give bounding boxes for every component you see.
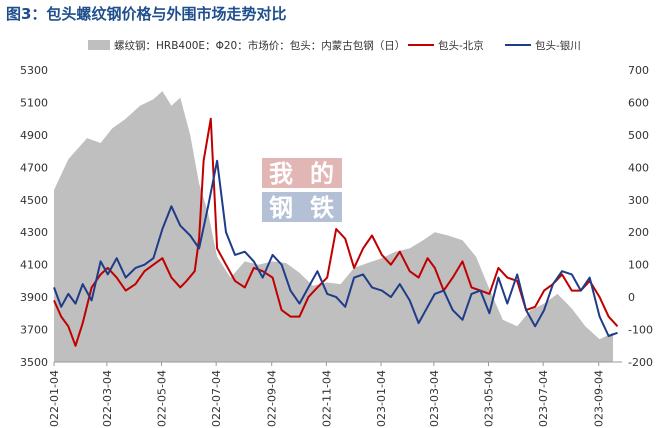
x-tick-label: 2022-07-04 (210, 370, 223, 428)
legend-label-area: 螺纹钢：HRB400E：Φ20：市场价：包头：内蒙古包钢（日） (114, 39, 405, 52)
y-left-tick-label: 5300 (20, 64, 48, 77)
watermark-char-1: 我 (269, 159, 293, 188)
y-right-tick-label: 500 (628, 129, 649, 142)
watermark-char-3: 钢 (269, 193, 293, 222)
x-tick-label: 2022-05-04 (156, 370, 169, 428)
x-tick-label: 2023-07-04 (537, 370, 550, 428)
y-left-tick-label: 5100 (20, 96, 48, 109)
series-area-baotou-price (54, 91, 613, 362)
y-right-tick-label: 200 (628, 226, 649, 239)
x-tick-label: 2022-01-04 (48, 370, 61, 428)
y-right-tick-label: -200 (628, 356, 653, 369)
y-left-tick-label: 3500 (20, 356, 48, 369)
y-right-tick-label: -100 (628, 324, 653, 337)
y-right-tick-label: 300 (628, 194, 649, 207)
y-right-tick-label: 100 (628, 259, 649, 272)
watermark-bottom-box (262, 192, 342, 222)
y-right-tick-label: 0 (628, 291, 635, 304)
x-tick-label: 2023-05-04 (483, 370, 496, 428)
chart-legend: 螺纹钢：HRB400E：Φ20：市场价：包头：内蒙古包钢（日） 包头-北京 包头… (88, 39, 581, 52)
legend-swatch-area (88, 40, 110, 50)
x-tick-label: 2022-11-04 (320, 370, 333, 428)
axes: 3500 3700 3900 4100 4300 4500 4700 4900 5100 5300… (20, 64, 653, 428)
y-left-tick-label: 4300 (20, 226, 48, 239)
y-left-tick-label: 4500 (20, 194, 48, 207)
plot-area (53, 91, 619, 362)
x-tick-label: 2022-03-04 (101, 370, 114, 428)
y-left-tick-label: 4900 (20, 129, 48, 142)
watermark-top-box (262, 158, 342, 188)
y-right-tick-label: 700 (628, 64, 649, 77)
watermark-char-4: 铁 (310, 193, 334, 222)
x-tick-label: 2023-09-04 (593, 370, 606, 428)
y-left-tick-label: 4700 (20, 161, 48, 174)
x-tick-label: 2023-03-04 (428, 370, 441, 428)
y-left-tick-label: 4100 (20, 259, 48, 272)
y-left-tick-label: 3900 (20, 291, 48, 304)
legend-label-beijing: 包头-北京 (438, 39, 484, 52)
y-right-tick-label: 400 (628, 161, 649, 174)
watermark-logo: 我 的 钢 铁 (262, 158, 342, 222)
y-left-tick-label: 3700 (20, 324, 48, 337)
chart-title: 图3：包头螺纹钢价格与外围市场走势对比 (6, 5, 287, 23)
x-tick-label: 2023-01-04 (375, 370, 388, 428)
y-right-tick-label: 600 (628, 96, 649, 109)
series-line-baotou-yinchuan (53, 159, 618, 337)
x-tick-label: 2022-09-04 (266, 370, 279, 428)
watermark-char-2: 的 (310, 159, 334, 188)
legend-label-yinchuan: 包头-银川 (535, 39, 581, 52)
